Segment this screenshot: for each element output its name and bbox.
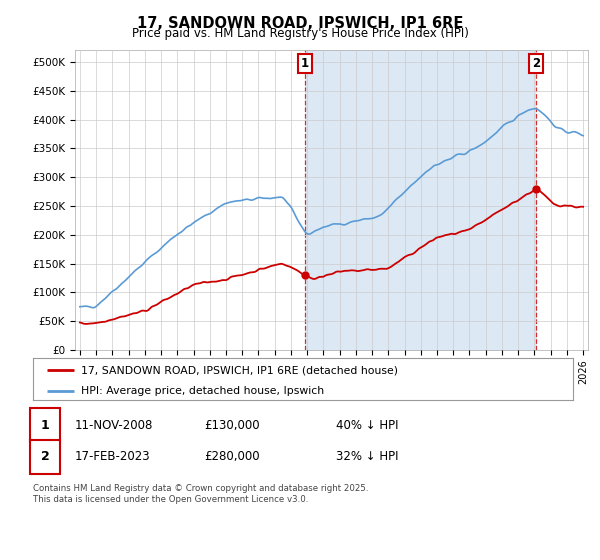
Text: 1: 1 [301, 57, 309, 70]
Text: Contains HM Land Registry data © Crown copyright and database right 2025.
This d: Contains HM Land Registry data © Crown c… [33, 484, 368, 504]
Text: 1: 1 [41, 418, 49, 432]
Text: 17, SANDOWN ROAD, IPSWICH, IP1 6RE (detached house): 17, SANDOWN ROAD, IPSWICH, IP1 6RE (deta… [80, 365, 398, 375]
Text: £130,000: £130,000 [204, 418, 260, 432]
Text: 17-FEB-2023: 17-FEB-2023 [75, 450, 151, 464]
Text: 11-NOV-2008: 11-NOV-2008 [75, 418, 154, 432]
Text: 2: 2 [41, 450, 49, 464]
Text: Price paid vs. HM Land Registry's House Price Index (HPI): Price paid vs. HM Land Registry's House … [131, 27, 469, 40]
Text: £280,000: £280,000 [204, 450, 260, 464]
Text: HPI: Average price, detached house, Ipswich: HPI: Average price, detached house, Ipsw… [80, 386, 323, 396]
Text: 2: 2 [532, 57, 541, 70]
Text: 40% ↓ HPI: 40% ↓ HPI [336, 418, 398, 432]
Bar [305, 50, 536, 350]
Text: 32% ↓ HPI: 32% ↓ HPI [336, 450, 398, 464]
Text: 17, SANDOWN ROAD, IPSWICH, IP1 6RE: 17, SANDOWN ROAD, IPSWICH, IP1 6RE [137, 16, 463, 31]
